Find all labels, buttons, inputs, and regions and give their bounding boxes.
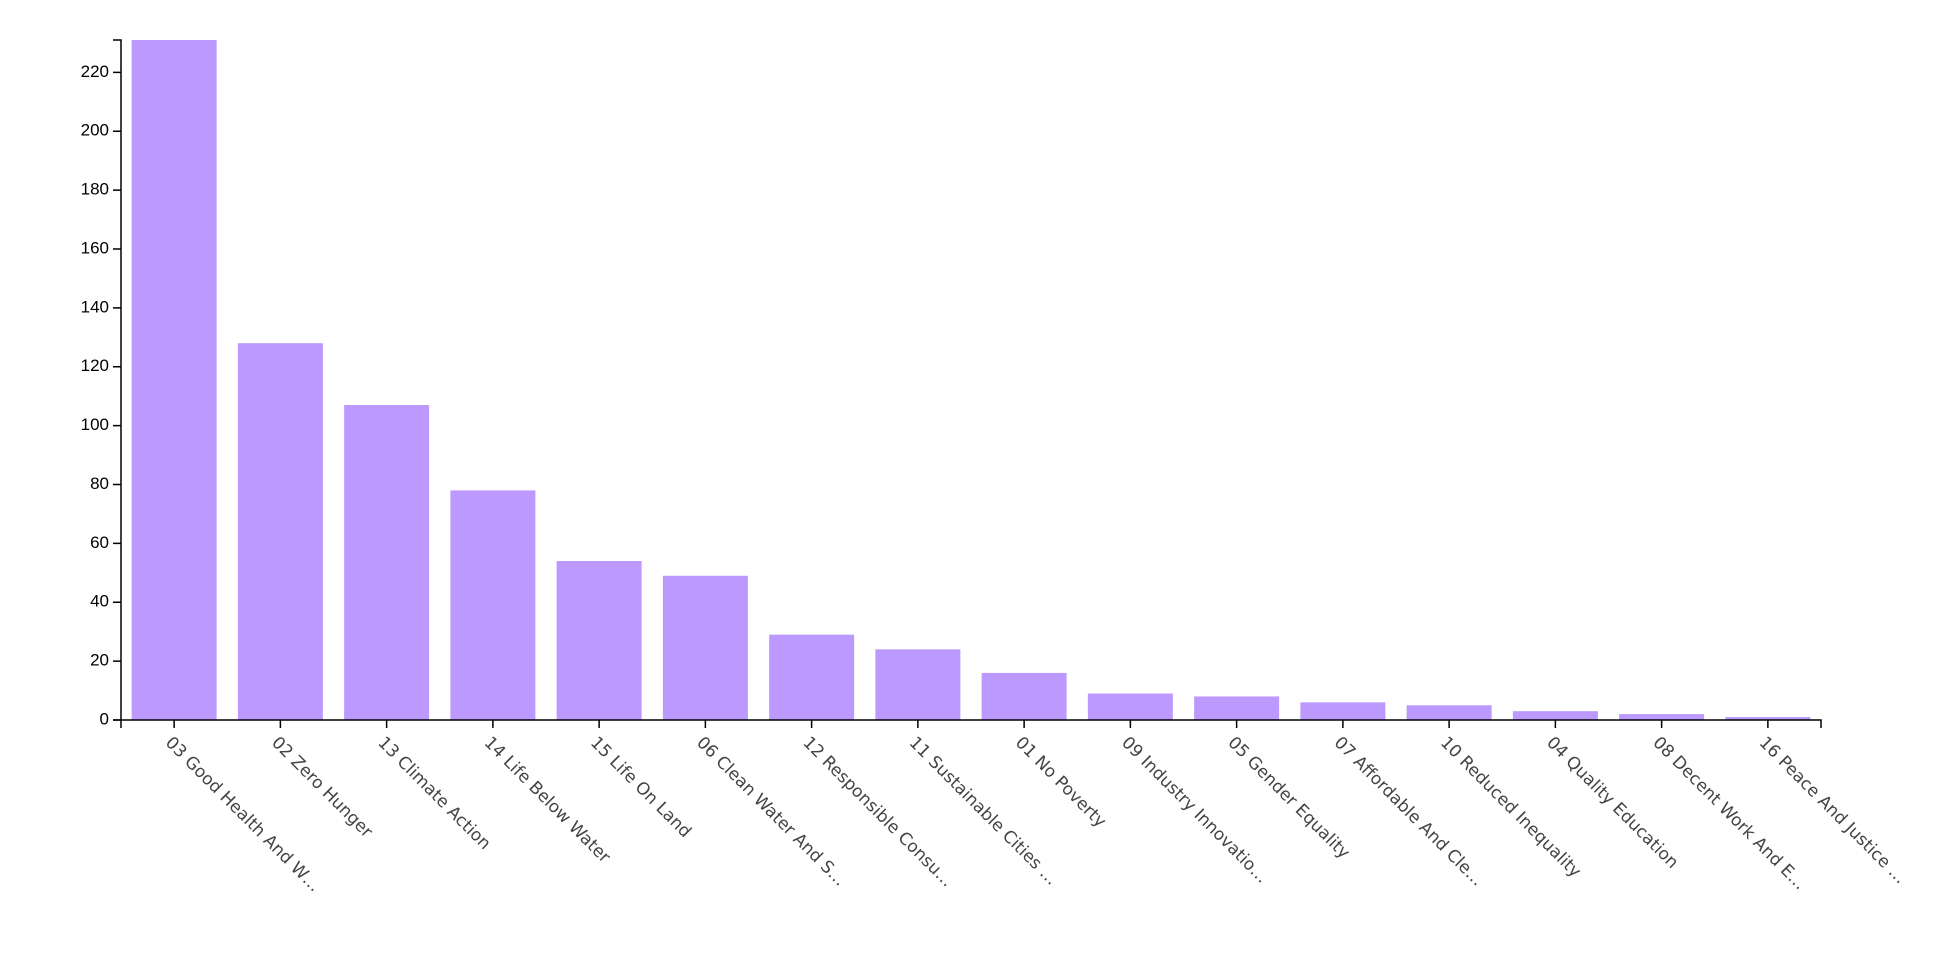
y-tick-label: 140 <box>81 297 109 316</box>
bar <box>237 343 323 720</box>
y-tick-label: 100 <box>81 415 109 434</box>
y-tick-label: 40 <box>90 592 109 611</box>
x-tick-label: 02 Zero Hunger <box>267 733 376 842</box>
bar <box>769 634 855 720</box>
bar <box>1194 696 1280 720</box>
bar <box>1087 693 1173 720</box>
x-axis <box>120 719 1822 728</box>
x-tick-label: 15 Life On Land <box>586 733 695 842</box>
bar <box>450 490 536 720</box>
bar <box>131 40 217 720</box>
y-tick-label: 220 <box>81 62 109 81</box>
y-axis <box>113 39 122 721</box>
y-tick-label: 160 <box>81 238 109 257</box>
x-tick-label: 13 Climate Action <box>374 733 495 854</box>
bar <box>1406 705 1492 720</box>
bar <box>662 575 748 720</box>
y-tick-label: 60 <box>90 533 109 552</box>
y-tick-label: 0 <box>100 709 109 728</box>
bar <box>1619 714 1705 720</box>
bar <box>556 561 642 720</box>
bar <box>981 672 1067 720</box>
y-tick-label: 200 <box>81 121 109 140</box>
y-tick-label: 80 <box>90 474 109 493</box>
x-tick-label: 01 No Poverty <box>1011 733 1110 832</box>
bar <box>875 649 961 720</box>
bar <box>344 405 430 720</box>
y-tick-label: 20 <box>90 651 109 670</box>
bar <box>1300 702 1386 720</box>
bar <box>1725 717 1811 720</box>
y-tick-label: 120 <box>81 356 109 375</box>
bar <box>1512 711 1598 720</box>
y-tick-label: 180 <box>81 180 109 199</box>
